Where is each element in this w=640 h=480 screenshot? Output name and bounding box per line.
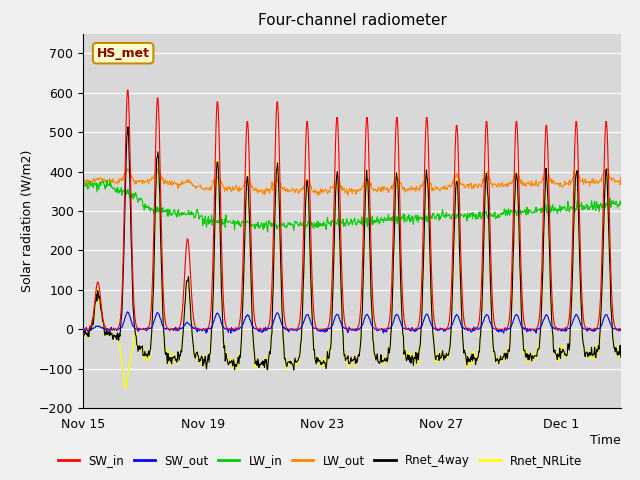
Line: SW_out: SW_out: [83, 312, 621, 333]
LW_in: [385, 217, 393, 223]
Rnet_NRLite: [99, 317, 106, 323]
Line: LW_in: LW_in: [83, 180, 621, 232]
LW_out: [514, 170, 522, 176]
Line: Rnet_4way: Rnet_4way: [83, 127, 621, 370]
Rnet_4way: [124, 124, 132, 130]
Rnet_NRLite: [154, 151, 162, 156]
LW_out: [275, 179, 283, 184]
Rnet_4way: [385, 350, 393, 356]
LW_out: [385, 190, 392, 195]
SW_out: [124, 309, 131, 315]
SW_in: [79, 326, 87, 332]
SW_in: [304, 128, 312, 133]
Rnet_NRLite: [276, 236, 284, 242]
SW_in: [385, 323, 392, 329]
LW_in: [264, 229, 271, 235]
SW_out: [99, 324, 106, 330]
Rnet_4way: [99, 318, 106, 324]
LW_out: [617, 174, 625, 180]
LW_out: [604, 166, 612, 171]
Line: SW_in: SW_in: [83, 90, 621, 329]
SW_out: [515, 315, 522, 321]
SW_out: [276, 316, 284, 322]
Rnet_NRLite: [305, 198, 312, 204]
LW_out: [206, 186, 214, 192]
LW_in: [276, 224, 284, 229]
Rnet_NRLite: [515, 211, 522, 216]
LW_in: [103, 177, 111, 183]
LW_out: [99, 176, 106, 181]
Rnet_4way: [79, 329, 87, 335]
Rnet_4way: [617, 354, 625, 360]
LW_in: [99, 180, 106, 185]
SW_in: [276, 153, 284, 159]
LW_in: [617, 202, 625, 208]
SW_out: [385, 325, 393, 331]
SW_out: [202, 330, 210, 336]
Rnet_NRLite: [121, 385, 129, 391]
LW_in: [79, 181, 87, 187]
LW_in: [515, 209, 522, 215]
SW_in: [207, 315, 214, 321]
LW_in: [207, 219, 214, 225]
Text: Time: Time: [590, 434, 621, 447]
LW_in: [305, 221, 312, 227]
Rnet_4way: [305, 198, 312, 204]
Line: LW_out: LW_out: [83, 168, 621, 195]
Rnet_4way: [276, 206, 284, 212]
LW_out: [79, 179, 87, 184]
LW_out: [303, 178, 311, 183]
Title: Four-channel radiometer: Four-channel radiometer: [257, 13, 447, 28]
Line: Rnet_NRLite: Rnet_NRLite: [83, 154, 621, 388]
Rnet_4way: [207, 351, 214, 357]
SW_out: [305, 313, 312, 319]
SW_in: [617, 326, 625, 332]
Rnet_NRLite: [79, 327, 87, 333]
SW_out: [79, 328, 87, 334]
SW_in: [99, 313, 106, 319]
Legend: SW_in, SW_out, LW_in, LW_out, Rnet_4way, Rnet_NRLite: SW_in, SW_out, LW_in, LW_out, Rnet_4way,…: [53, 449, 587, 472]
LW_out: [344, 192, 352, 198]
SW_out: [207, 325, 215, 331]
Rnet_4way: [290, 367, 298, 373]
SW_in: [124, 87, 131, 93]
Rnet_NRLite: [385, 349, 393, 355]
Y-axis label: Solar radiation (W/m2): Solar radiation (W/m2): [20, 150, 33, 292]
SW_out: [617, 326, 625, 332]
Rnet_4way: [515, 210, 522, 216]
Rnet_NRLite: [617, 355, 625, 360]
Text: HS_met: HS_met: [97, 47, 150, 60]
Rnet_NRLite: [207, 341, 215, 347]
SW_in: [514, 145, 522, 151]
